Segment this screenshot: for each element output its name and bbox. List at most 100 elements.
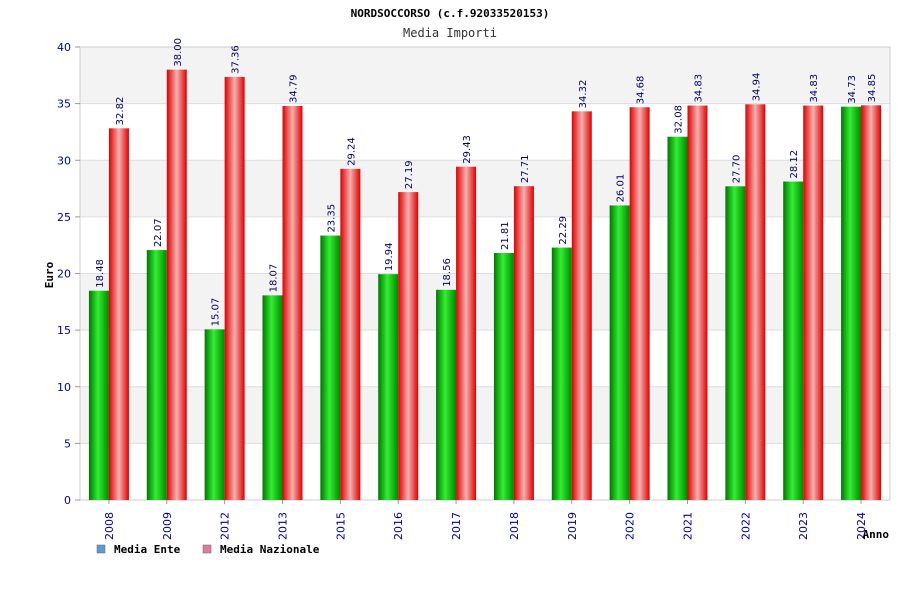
bar-value-label: 34.73 (847, 75, 858, 104)
bar-value-label: 18.07 (269, 264, 280, 293)
bar-media-ente (146, 250, 167, 500)
x-tick-label: 2009 (161, 512, 174, 540)
bar-value-label: 34.83 (694, 74, 705, 103)
bar-value-label: 32.82 (115, 97, 126, 126)
legend-swatch (96, 544, 106, 554)
bar-media-ente (725, 186, 746, 501)
x-tick-label: 2015 (334, 512, 347, 540)
bar-value-label: 27.71 (520, 155, 531, 184)
x-tick-label: 2013 (277, 512, 290, 540)
bar-media-ente (378, 274, 399, 500)
bar-value-label: 27.19 (404, 160, 415, 189)
bar-value-label: 28.12 (789, 150, 800, 179)
x-tick-label: 2023 (797, 512, 810, 540)
x-tick-label: 2021 (682, 512, 695, 540)
bar-media-nazionale (282, 106, 303, 501)
plot-band (80, 103, 890, 161)
legend: Media Ente Media Nazionale (96, 543, 320, 556)
bar-value-label: 15.07 (211, 298, 222, 327)
plot-band (80, 443, 890, 500)
chart-subtitle: Media Importi (403, 26, 497, 40)
x-tick-label: 2024 (855, 512, 868, 540)
bar-media-nazionale (340, 168, 361, 500)
bar-value-label: 32.08 (674, 105, 685, 134)
y-tick-label: 30 (57, 154, 71, 167)
bar-value-label: 34.83 (809, 74, 820, 103)
x-tick-label: 2008 (103, 512, 116, 540)
bar-value-label: 34.32 (578, 80, 589, 109)
x-tick-label: 2018 (508, 512, 521, 540)
bar-value-label: 38.00 (173, 38, 184, 67)
y-axis-label: Euro (43, 261, 56, 288)
chart-title: NORDSOCCORSO (c.f.92033520153) (351, 7, 550, 20)
legend-swatch (202, 544, 212, 554)
bar-media-ente (320, 235, 341, 500)
y-tick-label: 20 (57, 268, 71, 281)
x-tick-label: 2017 (450, 512, 463, 540)
bar-media-ente (783, 181, 804, 500)
bar-media-nazionale (224, 76, 245, 500)
plot-background (79, 46, 891, 501)
bar-value-label: 34.68 (636, 76, 647, 105)
y-tick-label: 35 (57, 98, 71, 111)
bar-media-nazionale (687, 105, 708, 501)
bar-value-label: 18.48 (95, 259, 106, 288)
bar-media-nazionale (803, 105, 824, 501)
x-tick-label: 2016 (392, 512, 405, 540)
bar-media-ente (204, 329, 225, 500)
x-tick-label: 2012 (219, 512, 232, 540)
bar-value-label: 37.36 (231, 45, 242, 74)
bar-media-nazionale (166, 69, 187, 501)
bar-media-nazionale (456, 166, 477, 500)
x-tick-label: 2019 (566, 512, 579, 540)
x-axis-label: Anno (863, 528, 890, 541)
x-axis: 2008 2009 2012 2013 2015 2016 2017 2018 2019 2020… (103, 500, 868, 540)
bars: 18.48 32.82 22.07 38.00 15.07 37.36 18.07 34.79… (88, 38, 882, 501)
y-tick-label: 0 (64, 494, 71, 507)
y-tick-label: 15 (57, 324, 71, 337)
bar-value-label: 27.70 (731, 155, 742, 184)
bar-media-ente (609, 205, 630, 500)
bar-media-ente (262, 295, 283, 500)
bar-value-label: 34.79 (289, 74, 300, 103)
bar-value-label: 19.94 (384, 243, 395, 272)
plot-band (80, 386, 890, 444)
y-tick-label: 5 (64, 437, 71, 450)
bar-media-ente (551, 247, 572, 500)
plot-band (80, 47, 890, 104)
bar-value-label: 21.81 (500, 221, 511, 250)
legend-label: Media Nazionale (220, 543, 320, 556)
bar-media-ente (667, 136, 688, 500)
legend-label: Media Ente (114, 543, 181, 556)
bar-media-ente (493, 253, 514, 500)
y-tick-label: 10 (57, 381, 71, 394)
y-tick-label: 40 (57, 41, 71, 54)
bar-media-nazionale (571, 111, 592, 501)
bar-media-nazionale (861, 105, 882, 500)
bar-media-ente (436, 289, 457, 500)
bar-value-label: 22.29 (558, 216, 569, 245)
bar-media-nazionale (108, 128, 129, 500)
bar-value-label: 23.35 (326, 204, 337, 233)
bar-media-nazionale (745, 104, 766, 500)
plot-band (80, 216, 890, 274)
plot-band (80, 160, 890, 217)
bar-media-ente (88, 290, 109, 500)
bar-media-nazionale (629, 107, 650, 501)
bar-value-label: 22.07 (153, 218, 164, 247)
plot-band (80, 273, 890, 331)
bar-media-nazionale (398, 192, 419, 501)
y-tick-label: 25 (57, 211, 71, 224)
bar-media-ente (841, 106, 862, 501)
plot-band (80, 330, 890, 387)
y-axis: 0 5 10 15 20 25 30 35 40 (57, 41, 80, 507)
bar-value-label: 29.43 (462, 135, 473, 164)
bar-value-label: 18.56 (442, 258, 453, 287)
bar-value-label: 26.01 (616, 174, 627, 203)
bar-value-label: 29.24 (346, 137, 357, 166)
bar-value-label: 34.85 (867, 74, 878, 103)
x-tick-label: 2022 (739, 512, 752, 540)
bar-value-label: 34.94 (751, 73, 762, 102)
x-tick-label: 2020 (624, 512, 637, 540)
